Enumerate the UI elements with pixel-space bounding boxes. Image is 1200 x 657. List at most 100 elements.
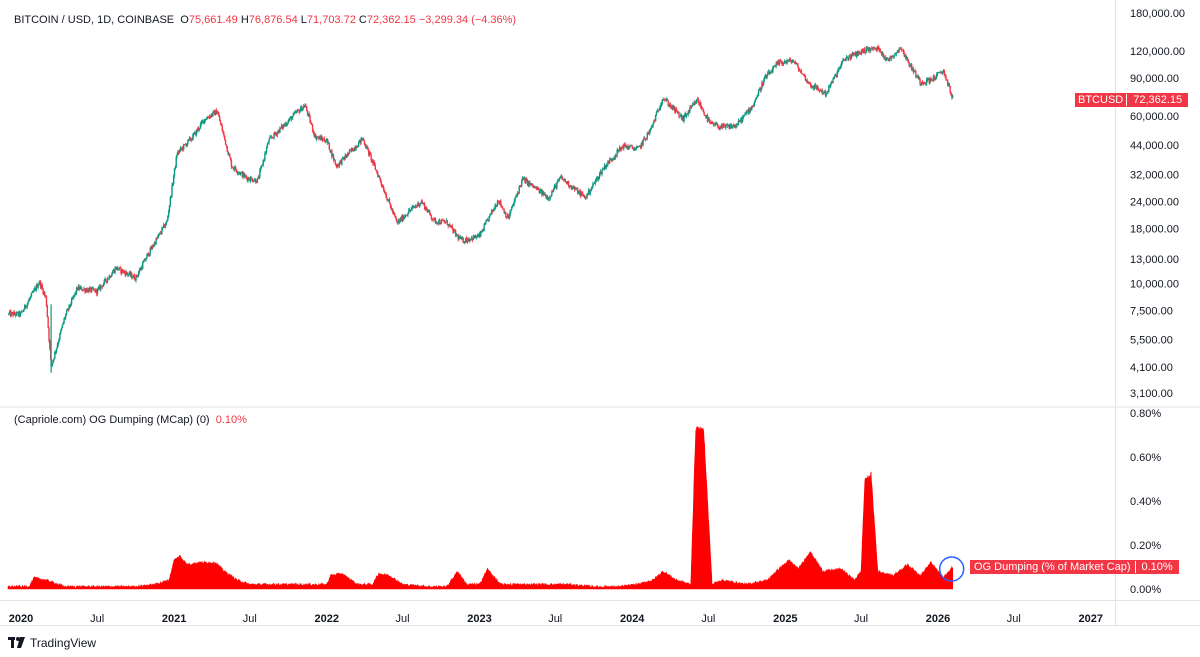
- price-candle: [97, 286, 100, 291]
- price-candle: [614, 153, 617, 160]
- price-candle: [543, 192, 546, 196]
- candle-body: [120, 267, 122, 273]
- price-candle: [637, 146, 639, 148]
- candle-body: [554, 184, 556, 186]
- candle-body: [946, 79, 949, 86]
- price-pane[interactable]: [8, 44, 954, 373]
- candle-body: [74, 292, 76, 296]
- candle-body: [143, 258, 146, 262]
- price-candle: [65, 313, 67, 320]
- time-axis[interactable]: 2020 Jul 2021 Jul 2022 Jul 2023 Jul 2024 Jul 2025 J…: [9, 613, 1103, 625]
- price-candle: [715, 122, 717, 126]
- indicator-pane[interactable]: [7, 425, 965, 590]
- candle-body: [875, 48, 878, 50]
- price-candle: [236, 170, 238, 176]
- price-candle: [147, 252, 149, 257]
- price-candle: [654, 118, 656, 123]
- candle-body: [32, 291, 34, 293]
- candle-body: [803, 74, 805, 75]
- candle-body: [750, 107, 752, 110]
- price-candle: [418, 203, 421, 208]
- price-candle: [417, 200, 419, 207]
- candle-body: [468, 238, 470, 242]
- candle-body: [136, 275, 139, 277]
- price-candle: [321, 136, 324, 143]
- candle-body: [24, 305, 27, 308]
- candle-body: [773, 65, 776, 67]
- candle-body: [304, 105, 306, 108]
- candle-body: [196, 129, 198, 132]
- candle-body: [348, 150, 351, 154]
- candle-body: [103, 280, 105, 285]
- price-candle: [60, 327, 63, 332]
- price-candle: [480, 230, 483, 233]
- candle-body: [643, 137, 645, 140]
- indicator-axis[interactable]: 0.80%0.60%0.40%0.20%0.00%: [1130, 408, 1161, 596]
- price-candle: [546, 194, 549, 201]
- price-candle: [712, 122, 715, 127]
- price-candle: [425, 206, 428, 211]
- price-candle: [283, 123, 285, 128]
- price-candle: [40, 283, 43, 290]
- candle-body: [810, 85, 812, 87]
- price-candle: [419, 202, 422, 206]
- tradingview-logo[interactable]: TradingView: [8, 636, 96, 650]
- candle-body: [895, 53, 897, 55]
- candle-body: [563, 179, 566, 180]
- price-candle: [743, 114, 746, 117]
- candle-body: [543, 194, 546, 196]
- candle-body: [897, 50, 899, 53]
- price-candle: [569, 185, 571, 188]
- price-candle: [592, 181, 594, 189]
- indicator-legend[interactable]: (Capriole.com) OG Dumping (MCap) (0) 0.1…: [14, 414, 247, 426]
- price-candle: [316, 136, 318, 142]
- price-candle: [370, 152, 372, 163]
- symbol-title[interactable]: BITCOIN / USD, 1D, COINBASE: [14, 14, 175, 26]
- candle-body: [562, 179, 565, 181]
- price-candle: [142, 260, 144, 270]
- price-candle: [74, 292, 76, 298]
- candle-body: [951, 95, 954, 98]
- price-candle: [774, 65, 776, 68]
- price-candle: [35, 283, 38, 292]
- candle-body: [908, 62, 910, 67]
- candle-body: [660, 103, 663, 106]
- price-candle: [871, 46, 874, 51]
- price-candle: [495, 204, 498, 208]
- price-candle: [701, 106, 704, 110]
- candle-body: [843, 59, 845, 61]
- candle-body: [12, 312, 14, 316]
- symbol-legend[interactable]: BITCOIN / USD, 1D, COINBASE O75,661.49 H…: [14, 14, 516, 26]
- candle-body: [692, 104, 694, 106]
- price-candle: [109, 275, 111, 279]
- price-candle: [699, 102, 701, 107]
- candle-body: [724, 124, 726, 128]
- price-candle: [258, 174, 260, 180]
- candle-body: [929, 78, 931, 84]
- price-candle: [844, 58, 847, 62]
- candle-body: [388, 199, 390, 201]
- price-candle: [776, 61, 778, 65]
- candle-body: [672, 105, 674, 110]
- price-candle: [8, 309, 11, 315]
- candle-body: [788, 58, 791, 61]
- candle-body: [780, 61, 782, 63]
- price-candle: [721, 123, 724, 130]
- price-candle: [311, 123, 314, 133]
- price-candle: [433, 217, 435, 223]
- price-candle: [877, 44, 879, 50]
- price-axis[interactable]: 180,000.00120,000.0090,000.0060,000.0044…: [1130, 8, 1185, 400]
- price-candle: [761, 80, 763, 91]
- price-candle: [853, 52, 855, 56]
- indicator-title[interactable]: (Capriole.com) OG Dumping (MCap) (0): [14, 414, 210, 426]
- price-candle: [192, 132, 194, 142]
- candle-body: [349, 149, 351, 151]
- price-candle: [539, 187, 541, 194]
- candle-body: [949, 86, 951, 92]
- price-candle: [222, 129, 224, 135]
- candle-body: [466, 239, 469, 243]
- price-candle: [58, 337, 60, 344]
- price-candle: [813, 85, 815, 91]
- price-candle: [359, 139, 361, 146]
